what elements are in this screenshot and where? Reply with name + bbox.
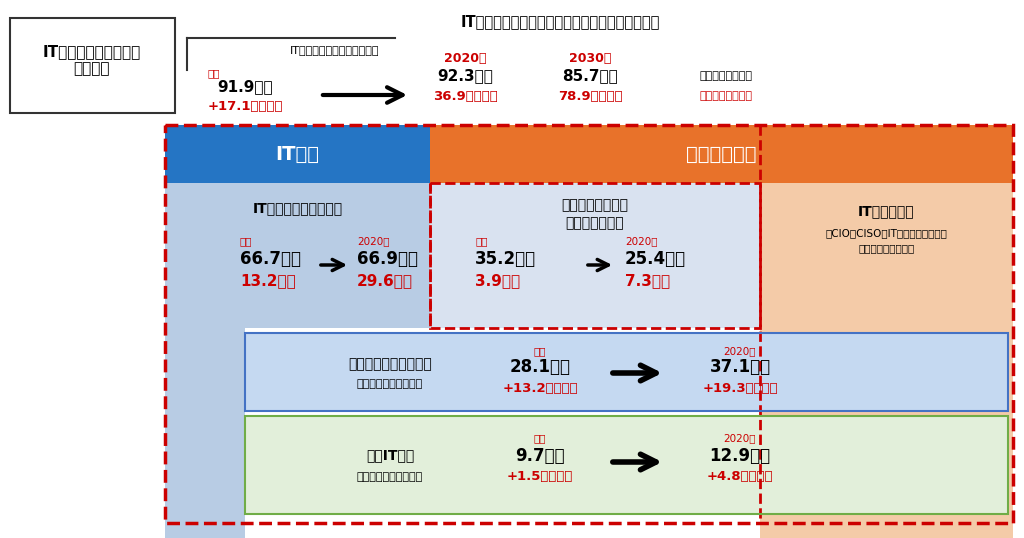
Text: 現在: 現在	[475, 236, 487, 246]
Text: 現在: 現在	[534, 433, 546, 443]
Text: 85.7万人: 85.7万人	[562, 68, 617, 83]
Text: IT市場が高位成長する場合、: IT市場が高位成長する場合、	[290, 45, 380, 55]
Text: 37.1万人: 37.1万人	[710, 358, 771, 376]
Text: 現在: 現在	[534, 346, 546, 356]
Text: 情報セキュリティ人材: 情報セキュリティ人材	[348, 357, 432, 371]
Text: 事業戦略、・・・）: 事業戦略、・・・）	[858, 243, 914, 253]
Bar	[430, 183, 760, 328]
Bar	[165, 183, 430, 328]
Bar	[245, 333, 1008, 411]
Text: 91.9万人: 91.9万人	[217, 80, 272, 95]
Text: ユーザー企業: ユーザー企業	[686, 145, 757, 164]
Text: 先端IT人材: 先端IT人材	[366, 448, 414, 462]
Text: 現在: 現在	[207, 68, 219, 78]
Text: IT企業及びユーザ企業情シス部門に所属する人材: IT企業及びユーザ企業情シス部門に所属する人材	[461, 15, 659, 30]
Bar	[430, 183, 760, 328]
Text: IT企業に所属する人材: IT企業に所属する人材	[253, 201, 343, 215]
Text: IT企業: IT企業	[275, 145, 319, 164]
Bar	[165, 125, 1013, 523]
Text: 92.3万人: 92.3万人	[437, 68, 493, 83]
Text: 2020年: 2020年	[724, 346, 757, 356]
Text: +19.3万人不足: +19.3万人不足	[702, 381, 778, 394]
Bar	[760, 183, 1013, 328]
Text: +4.8万人不足: +4.8万人不足	[707, 470, 773, 483]
Text: （CIO、CISO、ITマーケティング、: （CIO、CISO、ITマーケティング、	[825, 228, 947, 238]
Text: 7.3万人: 7.3万人	[625, 273, 670, 288]
Bar	[10, 18, 175, 113]
Text: IT人材の需給に関する
推測結果: IT人材の需給に関する 推測結果	[43, 44, 141, 76]
Text: 29.6万人: 29.6万人	[357, 273, 413, 288]
Text: 78.9万人不足: 78.9万人不足	[558, 89, 623, 103]
Text: に所属する人材: に所属する人材	[565, 216, 625, 230]
Bar	[430, 125, 1013, 183]
Text: （上段：人材数）: （上段：人材数）	[700, 71, 753, 81]
Text: 13.2万人: 13.2万人	[240, 273, 296, 288]
Text: 2020年: 2020年	[625, 236, 657, 246]
Text: 25.4万人: 25.4万人	[625, 250, 686, 268]
Bar	[760, 328, 1013, 538]
Text: 35.2万人: 35.2万人	[475, 250, 537, 268]
Text: 2020年: 2020年	[443, 52, 486, 65]
Text: 66.9万人: 66.9万人	[357, 250, 418, 268]
Text: 28.1万人: 28.1万人	[510, 358, 570, 376]
Text: +13.2万人不足: +13.2万人不足	[502, 381, 578, 394]
Text: 情報システム部門: 情報システム部門	[561, 198, 629, 212]
Text: 36.9万人不足: 36.9万人不足	[432, 89, 498, 103]
Bar	[165, 328, 245, 538]
Text: +17.1万人不足: +17.1万人不足	[207, 101, 283, 114]
Text: （下段：不足数）: （下段：不足数）	[700, 91, 753, 101]
Text: 2020年: 2020年	[357, 236, 389, 246]
Text: 66.7万人: 66.7万人	[240, 250, 301, 268]
Bar	[165, 125, 430, 183]
Text: 2030年: 2030年	[568, 52, 611, 65]
Text: IT利活用人材: IT利活用人材	[858, 204, 914, 218]
Text: （ユーザ企業も含む）: （ユーザ企業も含む）	[357, 472, 423, 482]
Text: 9.7万人: 9.7万人	[515, 447, 565, 465]
Text: （ユーザ企業も含む）: （ユーザ企業も含む）	[357, 379, 423, 389]
Text: 現在: 現在	[240, 236, 253, 246]
Text: 2020年: 2020年	[724, 433, 757, 443]
Text: 3.9万人: 3.9万人	[475, 273, 520, 288]
Bar	[245, 416, 1008, 514]
Text: +1.5万人不足: +1.5万人不足	[507, 470, 573, 483]
Bar	[245, 416, 1008, 514]
Text: 12.9万人: 12.9万人	[710, 447, 771, 465]
Bar	[245, 333, 1008, 411]
